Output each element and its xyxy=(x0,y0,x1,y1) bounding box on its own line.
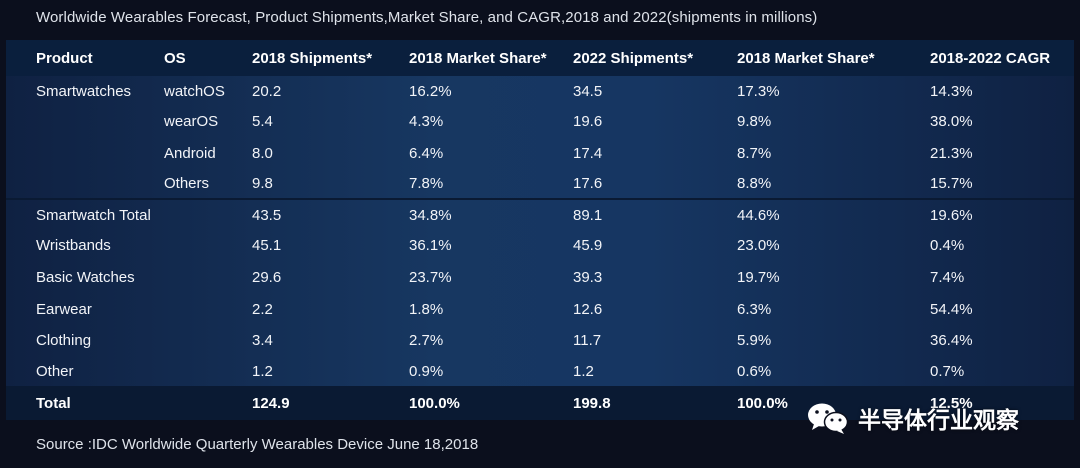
watermark: 半导体行业观察 xyxy=(806,398,1019,438)
table-header-row: Product OS 2018 Shipments* 2018 Market Shar… xyxy=(6,40,1074,76)
table-cell: Other xyxy=(36,363,74,380)
table-cell: Wristbands xyxy=(36,237,111,254)
table-title: Worldwide Wearables Forecast, Product Sh… xyxy=(36,9,818,26)
table-total-row: Total 124.9 100.0% 199.8 100.0% 12.5% xyxy=(6,386,1074,420)
table-cell: Total xyxy=(36,395,71,412)
table-cell: wearOS xyxy=(164,113,219,130)
table-cell: 19.7% xyxy=(737,269,780,286)
table-row: Smartwatch Total 43.5 34.8% 89.1 44.6% 19.6% xyxy=(6,204,1074,232)
table-cell: 15.7% xyxy=(930,175,973,192)
table-cell: 36.1% xyxy=(409,237,452,254)
table-cell: 21.3% xyxy=(930,145,973,162)
table-cell: 5.9% xyxy=(737,332,772,349)
column-header: 2018 Market Share* xyxy=(737,50,875,67)
table-row: Android 8.0 6.4% 17.4 8.7% 21.3% xyxy=(6,142,1074,170)
table-cell: 124.9 xyxy=(252,395,290,412)
table-row: Other 1.2 0.9% 1.2 0.6% 0.7% xyxy=(6,360,1074,388)
row-separator xyxy=(6,198,1074,200)
column-header: 2018-2022 CAGR xyxy=(930,50,1051,67)
table-cell: 17.3% xyxy=(737,83,780,100)
column-header: 2018 Market Share* xyxy=(409,50,547,67)
table-row: Others 9.8 7.8% 17.6 8.8% 15.7% xyxy=(6,172,1074,200)
table-cell: 9.8% xyxy=(737,113,772,130)
table-row: Wristbands 45.1 36.1% 45.9 23.0% 0.4% xyxy=(6,234,1074,262)
table-cell: Clothing xyxy=(36,332,92,349)
table-cell: 19.6% xyxy=(930,207,973,224)
table-cell: watchOS xyxy=(164,83,225,100)
table-cell: 38.0% xyxy=(930,113,973,130)
column-header: 2018 Shipments* xyxy=(252,50,373,67)
table-cell: Smartwatch Total xyxy=(36,207,151,224)
table-cell: Smartwatches xyxy=(36,83,132,100)
table-cell: 54.4% xyxy=(930,301,973,318)
table-cell: 100.0% xyxy=(737,395,788,412)
table-cell: 6.4% xyxy=(409,145,444,162)
table-cell: 199.8 xyxy=(573,395,611,412)
table-cell: 89.1 xyxy=(573,207,603,224)
table-cell: 17.6 xyxy=(573,175,603,192)
table-cell: 14.3% xyxy=(930,83,973,100)
table-cell: 43.5 xyxy=(252,207,282,224)
table-cell: Basic Watches xyxy=(36,269,135,286)
table-cell: 45.1 xyxy=(252,237,282,254)
table-row: Smartwatches watchOS 20.2 16.2% 34.5 17.3% 14.… xyxy=(6,80,1074,108)
table-cell: 0.4% xyxy=(930,237,965,254)
table-cell: 9.8 xyxy=(252,175,273,192)
table-cell: 29.6 xyxy=(252,269,282,286)
column-header: OS xyxy=(164,50,186,67)
table-cell: Android xyxy=(164,145,216,162)
table-row: Basic Watches 29.6 23.7% 39.3 19.7% 7.4% xyxy=(6,266,1074,294)
table-cell: 1.2 xyxy=(573,363,594,380)
table-cell: 45.9 xyxy=(573,237,603,254)
column-header: Product xyxy=(36,50,93,67)
column-header: 2022 Shipments* xyxy=(573,50,694,67)
table-cell: 11.7 xyxy=(573,332,602,349)
table-cell: 34.5 xyxy=(573,83,603,100)
table-cell: 34.8% xyxy=(409,207,452,224)
table-cell: 2.2 xyxy=(252,301,273,318)
table-cell: 12.6 xyxy=(573,301,603,318)
table-cell: 2.7% xyxy=(409,332,444,349)
table-cell: 8.8% xyxy=(737,175,772,192)
source-note: Source :IDC Worldwide Quarterly Wearable… xyxy=(36,436,479,453)
table-cell: 4.3% xyxy=(409,113,444,130)
table-cell: 23.0% xyxy=(737,237,780,254)
table-cell: 100.0% xyxy=(409,395,460,412)
table-cell: 1.2 xyxy=(252,363,273,380)
table-cell: 5.4 xyxy=(252,113,273,130)
table-cell: Others xyxy=(164,175,210,192)
table-cell: 16.2% xyxy=(409,83,452,100)
table-cell: 0.9% xyxy=(409,363,444,380)
table-cell: 19.6 xyxy=(573,113,603,130)
wechat-icon xyxy=(808,403,849,434)
table-row: wearOS 5.4 4.3% 19.6 9.8% 38.0% xyxy=(6,110,1074,138)
table-cell: 44.6% xyxy=(737,207,780,224)
table-cell: 1.8% xyxy=(409,301,444,318)
table-cell: 20.2 xyxy=(252,83,282,100)
table-row: Clothing 3.4 2.7% 11.7 5.9% 36.4% xyxy=(6,329,1074,357)
table-cell: 0.7% xyxy=(930,363,965,380)
table-cell: 7.4% xyxy=(930,269,965,286)
table-cell: 39.3 xyxy=(573,269,603,286)
table-row: Earwear 2.2 1.8% 12.6 6.3% 54.4% xyxy=(6,298,1074,326)
watermark-text: 半导体行业观察 xyxy=(858,408,1019,434)
table-cell: 0.6% xyxy=(737,363,772,380)
table-cell: 23.7% xyxy=(409,269,452,286)
table-cell: 17.4 xyxy=(573,145,603,162)
table-cell: 8.0 xyxy=(252,145,273,162)
table-cell: 3.4 xyxy=(252,332,273,349)
table-cell: 12.5% xyxy=(930,395,973,412)
table-cell: 6.3% xyxy=(737,301,772,318)
table-cell: 8.7% xyxy=(737,145,772,162)
table-panel xyxy=(6,40,1074,420)
table-cell: 7.8% xyxy=(409,175,444,192)
table-cell: 36.4% xyxy=(930,332,973,349)
table-cell: Earwear xyxy=(36,301,92,318)
